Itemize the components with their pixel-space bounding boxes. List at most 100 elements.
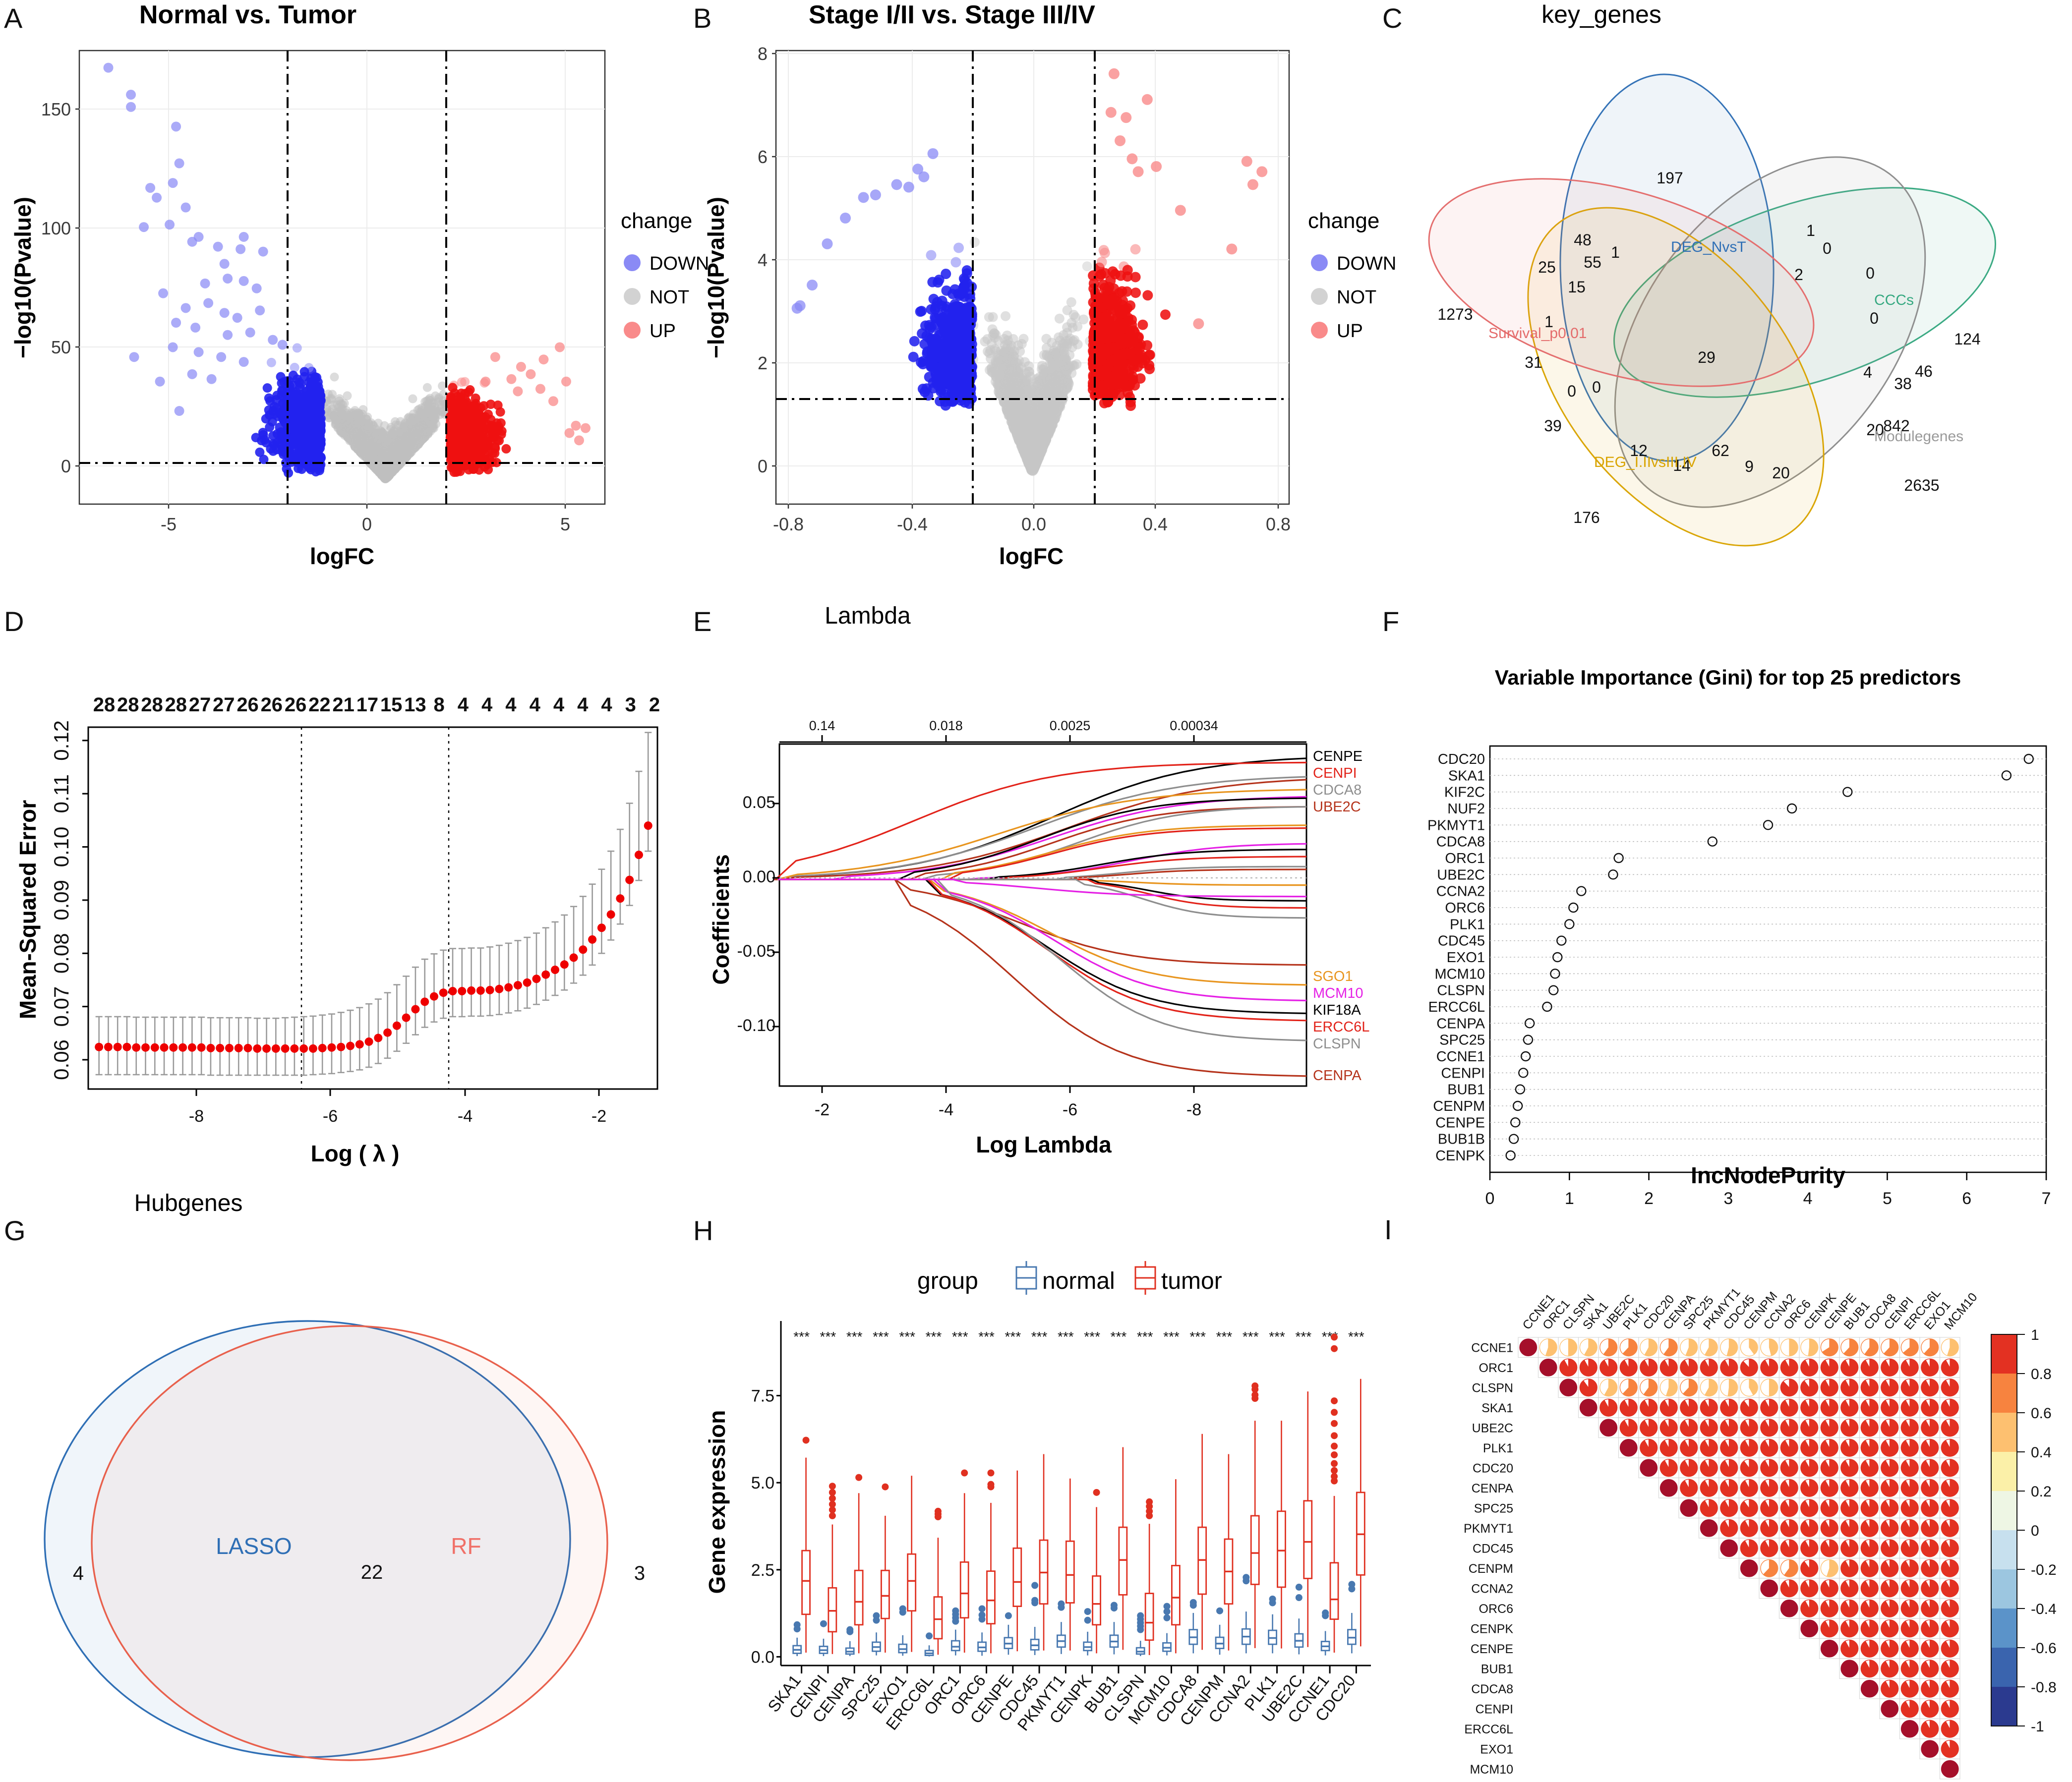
legend-title-a: change	[621, 209, 692, 233]
panel-e-xlabel: Log Lambda	[976, 1132, 1112, 1157]
panel-d-top-count: 4	[601, 694, 612, 716]
legend-item-not: NOT	[650, 287, 689, 308]
panel-g-letter: G	[4, 1214, 26, 1247]
panel-d-top-count: 22	[308, 694, 331, 716]
panel-d-xtick-3: -2	[592, 1107, 606, 1126]
corr-colorbar-tick: 0.6	[2031, 1405, 2052, 1422]
panel-f-gene-label: CCNA2	[1436, 884, 1485, 900]
panel-h-ytick: 2.5	[751, 1561, 774, 1580]
panel-d-ytick: 0.07	[50, 986, 73, 1027]
panel-h-box	[793, 1621, 801, 1656]
corr-colorbar-tick: 0	[2031, 1523, 2039, 1539]
panel-f-gene-label: EXO1	[1447, 950, 1485, 966]
panel-b-xlabel: logFC	[999, 543, 1064, 569]
panel-e-xtick-2: -6	[1063, 1100, 1077, 1119]
panel-f-gene-label: SKA1	[1448, 768, 1485, 784]
panel-e-ytick-1: 0.00	[743, 867, 775, 886]
panel-d-top-count: 2	[649, 694, 660, 716]
panel-h-box	[1031, 1582, 1039, 1655]
venn-count-48: 48	[1574, 231, 1592, 249]
panel-d-top-count: 4	[458, 694, 469, 716]
panel-f-gene-label: CDC45	[1438, 933, 1485, 949]
panel-h-significance: ***	[978, 1329, 995, 1344]
panel-g-venn: LASSO RF 22 4 3	[0, 1311, 684, 1782]
panel-c-letter: C	[1382, 2, 1402, 34]
panel-h-significance: ***	[1348, 1329, 1364, 1344]
panel-d-xtick-0: -8	[189, 1107, 204, 1126]
panel-f-gene-label: ORC1	[1445, 851, 1485, 866]
panel-d-ytick: 0.08	[50, 933, 73, 974]
corr-row-label: CDC20	[1473, 1461, 1513, 1475]
panel-h-box	[1330, 1334, 1338, 1653]
panel-d-top-count: 4	[577, 694, 589, 716]
corr-colorbar-tick: 0.8	[2031, 1366, 2052, 1382]
panel-h-significance: ***	[1189, 1329, 1206, 1344]
panel-h-significance: ***	[820, 1329, 836, 1344]
panel-h-box	[1066, 1479, 1074, 1651]
panel-h-box	[1304, 1391, 1312, 1647]
corr-row-label: PLK1	[1483, 1441, 1513, 1455]
panel-e-ytick-3: -0.10	[737, 1016, 776, 1035]
panel-d-top-count: 4	[530, 694, 541, 716]
panel-h-box	[1136, 1612, 1144, 1656]
panel-d-top-count: 13	[404, 694, 426, 716]
corr-row-label: UBE2C	[1472, 1421, 1513, 1435]
panel-h-box	[1348, 1581, 1356, 1653]
venn-set-label-deg-stage: DEG_I.IIvsIII.IV	[1594, 454, 1697, 470]
venn-count-38: 38	[1894, 375, 1912, 393]
panel-h-box	[873, 1612, 881, 1656]
venn-count-25: 25	[1538, 258, 1556, 276]
panel-e-gene-label: CDCA8	[1313, 782, 1362, 798]
legend-item-up: UP	[650, 321, 676, 342]
panel-e-gene-label: CENPA	[1313, 1068, 1362, 1084]
panel-g: G Hubgenes LASSO RF 22 4 3	[0, 1190, 684, 1770]
venn-count-0a: 0	[1823, 239, 1832, 257]
corr-colorbar-tick: -1	[2031, 1719, 2044, 1735]
panel-e-gene-label: ERCC6L	[1313, 1019, 1369, 1035]
venn-set-label-survival: Survival_p0.01	[1488, 325, 1587, 342]
panel-e-lambda-tick-3: 0.00034	[1170, 718, 1218, 733]
panel-h-box	[820, 1620, 828, 1656]
legend-glyph-tumor	[1135, 1261, 1155, 1295]
panel-h-box	[1216, 1608, 1224, 1655]
corr-colorbar-tick: -0.6	[2031, 1640, 2057, 1657]
venn-ellipse-rf	[92, 1326, 607, 1760]
panel-h-box	[1198, 1434, 1206, 1650]
corr-row-label: ERCC6L	[1464, 1723, 1513, 1736]
corr-row-label: BUB1	[1481, 1662, 1513, 1676]
panel-e-gene-label: CENPI	[1313, 765, 1357, 781]
corr-row-label: CENPA	[1472, 1482, 1514, 1495]
panel-e-ytick-0: 0.05	[743, 793, 775, 812]
venn-count-center: 29	[1698, 348, 1716, 366]
panel-h-box	[846, 1626, 854, 1656]
panel-e-ylabel: Coefficients	[708, 854, 734, 984]
panel-h-significance: ***	[1111, 1329, 1127, 1344]
panel-e-xtick-1: -4	[939, 1100, 953, 1119]
panel-f: F Variable Importance (Gini) for top 25 …	[1378, 602, 2072, 1190]
venn-count-deg-nvst-only: 197	[1657, 169, 1683, 187]
corr-row-label: CENPI	[1476, 1702, 1513, 1716]
panel-h-box	[1005, 1612, 1012, 1655]
panel-e-gene-label: MCM10	[1313, 985, 1363, 1001]
corr-colorbar-tick: -0.8	[2031, 1679, 2057, 1696]
venn-count-31: 31	[1525, 353, 1542, 371]
panel-f-gene-label: CCNE1	[1436, 1049, 1485, 1065]
panel-h-legend: group normal tumor	[917, 1261, 1222, 1295]
venn-count-2: 2	[1794, 266, 1803, 284]
panel-h-significance: ***	[952, 1329, 968, 1344]
panel-a-ylabel: −log10(Pvalue)	[10, 197, 36, 358]
panel-h-box	[1119, 1447, 1127, 1650]
panel-h-box	[1295, 1584, 1303, 1655]
panel-f-gene-label: UBE2C	[1437, 867, 1485, 883]
panel-b-title: Stage I/II vs. Stage III/IV	[689, 0, 1215, 30]
panel-h-box	[1145, 1498, 1153, 1655]
legend-title-h: group	[917, 1268, 978, 1294]
panel-f-gene-label: CENPK	[1435, 1148, 1485, 1164]
panel-d-ylabel: Mean-Squared Error	[15, 800, 41, 1019]
panel-h-box	[951, 1608, 959, 1656]
panel-h-significance: ***	[1295, 1329, 1311, 1344]
